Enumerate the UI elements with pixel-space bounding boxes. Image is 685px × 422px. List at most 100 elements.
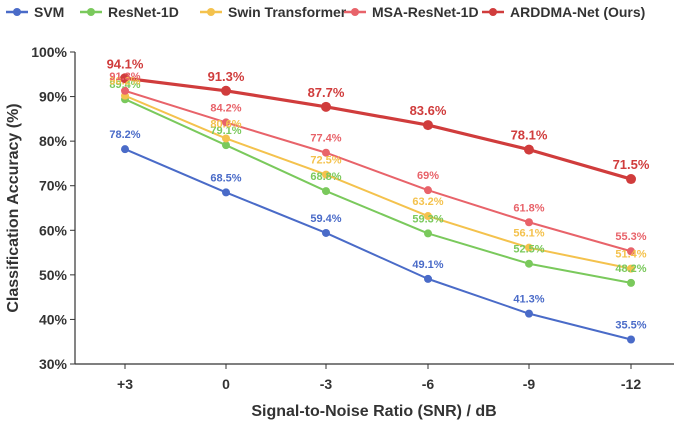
data-label: 69% [417, 170, 439, 182]
legend-marker [489, 8, 497, 16]
y-tick-label: 30% [39, 356, 68, 372]
data-label: 59.3% [412, 213, 443, 225]
series-line [124, 98, 632, 284]
data-point [525, 259, 533, 268]
legend: SVM ResNet-1D Swin Transformer MSA-ResNet-1… [6, 4, 645, 20]
x-tick-label: -3 [320, 376, 333, 392]
data-point [524, 144, 534, 155]
legend-marker [207, 8, 215, 16]
x-tick-label: -12 [621, 376, 641, 392]
data-point [322, 228, 330, 237]
data-point [121, 86, 129, 95]
data-point [120, 73, 130, 84]
legend-item: SVM [6, 4, 64, 20]
data-label: 78.1% [511, 128, 548, 143]
y-tick-labels: 30% 40% 50% 60% 70% 80% 90% 100% [31, 44, 75, 372]
data-label: 68.8% [310, 171, 341, 183]
legend-marker [351, 8, 359, 16]
data-point [322, 170, 330, 179]
legend-item: Swin Transformer [200, 4, 347, 20]
legend-marker [13, 8, 21, 16]
data-point [322, 148, 330, 157]
y-tick-label: 100% [31, 44, 67, 60]
y-tick-label: 80% [39, 133, 68, 149]
series-line [124, 94, 632, 270]
legend-label: ARDDMA-Net (Ours) [510, 4, 645, 20]
series-line [124, 89, 632, 253]
data-point [121, 145, 129, 154]
data-label: 61.8% [513, 202, 544, 214]
data-point [222, 134, 230, 143]
data-point [424, 186, 432, 195]
y-axis-title: Classification Accuracy (%) [5, 103, 22, 312]
data-label: 48.2% [615, 263, 646, 275]
data-point [222, 188, 230, 197]
data-point [222, 118, 230, 127]
data-point [627, 335, 635, 344]
data-label: 35.5% [615, 319, 646, 331]
x-tick-label: +3 [117, 376, 133, 392]
x-tick-label: -6 [422, 376, 435, 392]
x-axis-title: Signal-to-Noise Ratio (SNR) / dB [251, 403, 496, 420]
data-label: 51.4% [615, 249, 646, 261]
legend-marker [87, 8, 95, 16]
data-label: 56.1% [513, 228, 544, 240]
data-point [424, 212, 432, 221]
x-tick-label: -9 [523, 376, 536, 392]
data-label: 59.4% [310, 213, 341, 225]
data-point [424, 229, 432, 238]
data-point [322, 187, 330, 196]
data-point [321, 101, 331, 112]
y-tick-label: 40% [39, 311, 68, 327]
legend-label: SVM [34, 4, 64, 20]
data-label: 78.2% [109, 129, 140, 141]
x-tick-labels: +3 0 -3 -6 -9 -12 [117, 364, 641, 392]
data-point [627, 264, 635, 273]
data-label: 91.3% [208, 69, 245, 84]
legend-label: ResNet-1D [108, 4, 179, 20]
data-label: 55.3% [615, 231, 646, 243]
y-tick-label: 70% [39, 178, 68, 194]
data-label: 52.5% [513, 244, 544, 256]
data-point [221, 85, 231, 96]
data-label: 94.1% [107, 56, 144, 71]
data-label: 71.5% [613, 157, 650, 172]
data-label: 87.7% [308, 85, 345, 100]
data-point [525, 309, 533, 318]
legend-item: MSA-ResNet-1D [344, 4, 479, 20]
legend-label: MSA-ResNet-1D [372, 4, 479, 20]
data-label: 72.5% [310, 155, 341, 167]
data-point [222, 141, 230, 150]
data-label: 90.2% [109, 76, 140, 88]
axes [74, 52, 674, 365]
data-label: 68.5% [210, 172, 241, 184]
series-line [124, 148, 632, 341]
series-line [124, 76, 632, 181]
data-label: 77.4% [310, 133, 341, 145]
data-point [627, 247, 635, 256]
data-point [626, 174, 636, 185]
legend-item: ResNet-1D [80, 4, 179, 20]
data-point [424, 274, 432, 283]
y-tick-label: 90% [39, 89, 68, 105]
data-label: 80.6% [210, 118, 241, 130]
data-point [525, 218, 533, 227]
data-label: 89.4% [109, 79, 140, 91]
data-label: 91.3% [109, 71, 140, 83]
data-label: 49.1% [412, 259, 443, 271]
legend-item: ARDDMA-Net (Ours) [482, 4, 645, 20]
data-label: 84.2% [210, 102, 241, 114]
data-labels: 78.2% 68.5% 59.4% 49.1% 41.3% 35.5% 89.4% 79.1%… [107, 56, 650, 331]
y-tick-label: 50% [39, 267, 68, 283]
y-tick-label: 60% [39, 222, 68, 238]
data-label: 63.2% [412, 196, 443, 208]
data-label: 79.1% [210, 125, 241, 137]
data-series [120, 73, 636, 344]
data-label: 41.3% [513, 294, 544, 306]
x-tick-label: 0 [222, 376, 230, 392]
data-point [525, 243, 533, 252]
data-point [423, 120, 433, 131]
data-label: 83.6% [410, 103, 447, 118]
